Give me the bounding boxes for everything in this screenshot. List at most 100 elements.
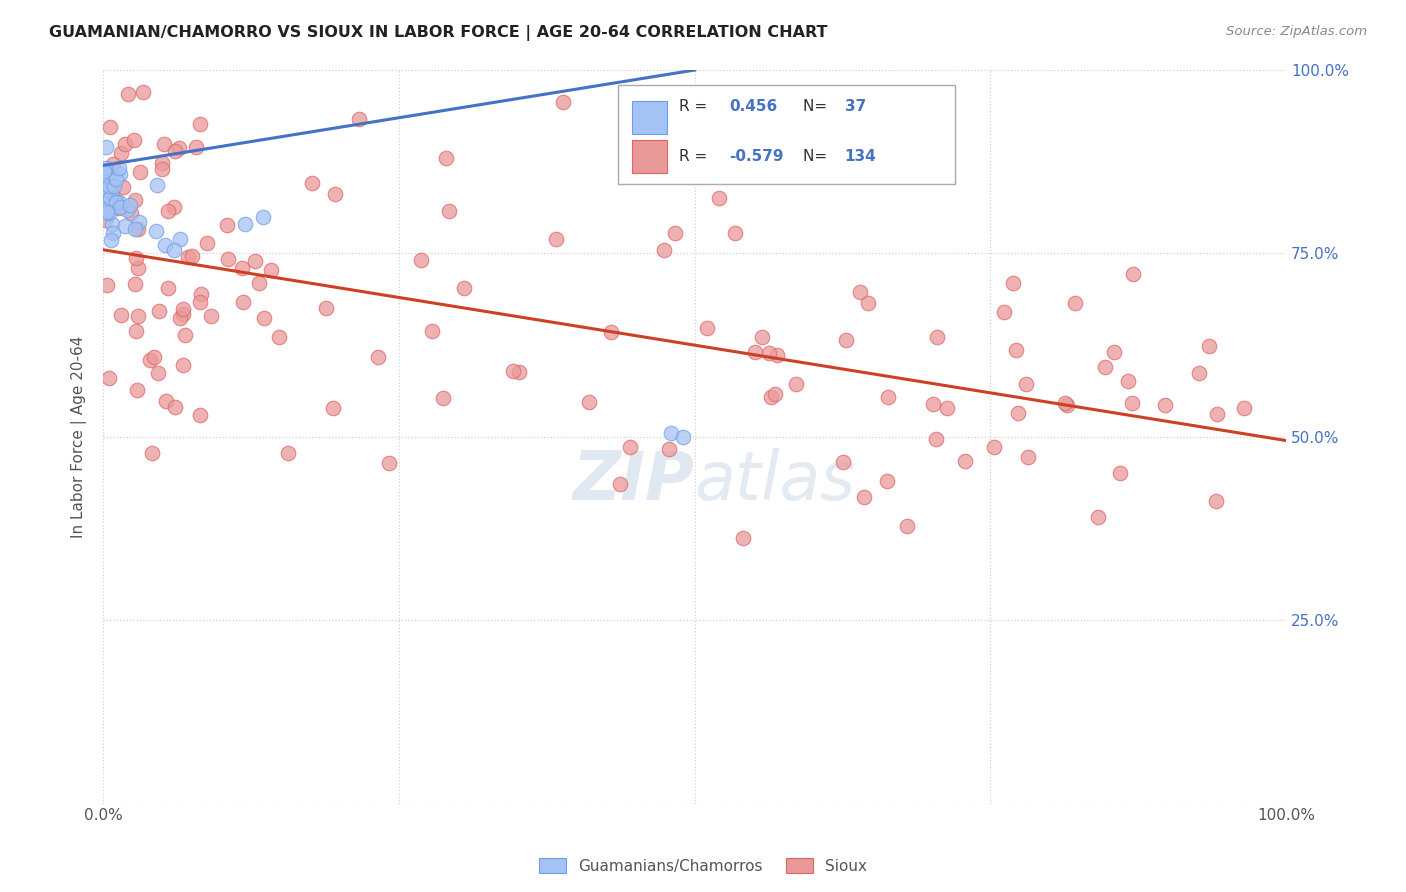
- Point: [758, 345, 780, 359]
- Point: [578, 395, 600, 409]
- Point: [322, 401, 344, 416]
- Point: [103, 226, 125, 240]
- Point: [377, 456, 399, 470]
- Point: [1188, 366, 1211, 380]
- Point: [125, 251, 148, 265]
- Point: [200, 309, 222, 323]
- Point: [167, 141, 190, 155]
- Point: [502, 364, 524, 378]
- Point: [231, 261, 253, 276]
- Point: [420, 324, 443, 338]
- Point: [114, 136, 136, 151]
- Point: [180, 249, 202, 263]
- Point: [96, 183, 118, 197]
- Point: [114, 219, 136, 233]
- Point: [124, 193, 146, 207]
- Point: [925, 330, 948, 344]
- Point: [1007, 406, 1029, 420]
- Point: [128, 215, 150, 229]
- Point: [100, 233, 122, 247]
- Point: [546, 232, 568, 246]
- Point: [94, 161, 117, 175]
- Text: -0.579: -0.579: [728, 149, 783, 164]
- Point: [1122, 267, 1144, 281]
- Point: [252, 210, 274, 224]
- Point: [101, 156, 124, 170]
- Point: [96, 169, 118, 183]
- Point: [177, 250, 200, 264]
- Point: [759, 390, 782, 404]
- Point: [108, 200, 131, 214]
- Point: [188, 117, 211, 131]
- Point: [93, 188, 115, 202]
- Point: [672, 430, 695, 444]
- Point: [169, 310, 191, 325]
- Text: 0.456: 0.456: [728, 99, 778, 114]
- Point: [96, 140, 118, 154]
- Point: [1014, 377, 1036, 392]
- Point: [127, 309, 149, 323]
- Point: [367, 350, 389, 364]
- Point: [96, 203, 118, 218]
- Point: [120, 206, 142, 220]
- Point: [125, 324, 148, 338]
- Point: [453, 281, 475, 295]
- Point: [132, 85, 155, 99]
- Point: [98, 120, 121, 135]
- Point: [124, 277, 146, 291]
- Point: [437, 204, 460, 219]
- Point: [849, 285, 872, 300]
- Point: [935, 401, 957, 415]
- Point: [877, 390, 900, 404]
- Point: [100, 217, 122, 231]
- Point: [1109, 467, 1132, 481]
- Point: [98, 191, 121, 205]
- Point: [1002, 276, 1025, 290]
- Point: [111, 180, 134, 194]
- Point: [117, 87, 139, 101]
- Point: [619, 440, 641, 454]
- Point: [249, 276, 271, 290]
- Point: [232, 295, 254, 310]
- Point: [349, 112, 371, 126]
- Point: [152, 136, 174, 151]
- Point: [1206, 407, 1229, 421]
- Point: [110, 146, 132, 161]
- Point: [696, 321, 718, 335]
- Point: [98, 370, 121, 384]
- Point: [165, 400, 187, 414]
- Point: [508, 365, 530, 379]
- Point: [922, 397, 945, 411]
- Point: [551, 95, 574, 109]
- Text: N=: N=: [803, 149, 832, 164]
- Point: [105, 172, 128, 186]
- Point: [925, 432, 948, 446]
- Point: [664, 226, 686, 240]
- Point: [1121, 396, 1143, 410]
- Point: [785, 377, 807, 392]
- Point: [163, 243, 186, 257]
- Text: 134: 134: [845, 149, 876, 164]
- Point: [96, 277, 118, 292]
- Legend: Guamanians/Chamorros, Sioux: Guamanians/Chamorros, Sioux: [533, 852, 873, 880]
- Point: [1004, 343, 1026, 357]
- Point: [1017, 450, 1039, 464]
- Point: [831, 455, 853, 469]
- Text: R =: R =: [679, 149, 713, 164]
- Point: [145, 178, 167, 193]
- Point: [835, 333, 858, 347]
- Point: [432, 391, 454, 405]
- Point: [188, 408, 211, 422]
- Point: [141, 446, 163, 460]
- Point: [766, 348, 789, 362]
- Point: [599, 325, 621, 339]
- Point: [763, 387, 786, 401]
- Text: ZIP: ZIP: [572, 448, 695, 514]
- Point: [108, 167, 131, 181]
- Text: atlas: atlas: [695, 448, 856, 514]
- Point: [108, 161, 131, 176]
- Point: [138, 352, 160, 367]
- Point: [172, 307, 194, 321]
- Point: [245, 254, 267, 268]
- Point: [172, 301, 194, 316]
